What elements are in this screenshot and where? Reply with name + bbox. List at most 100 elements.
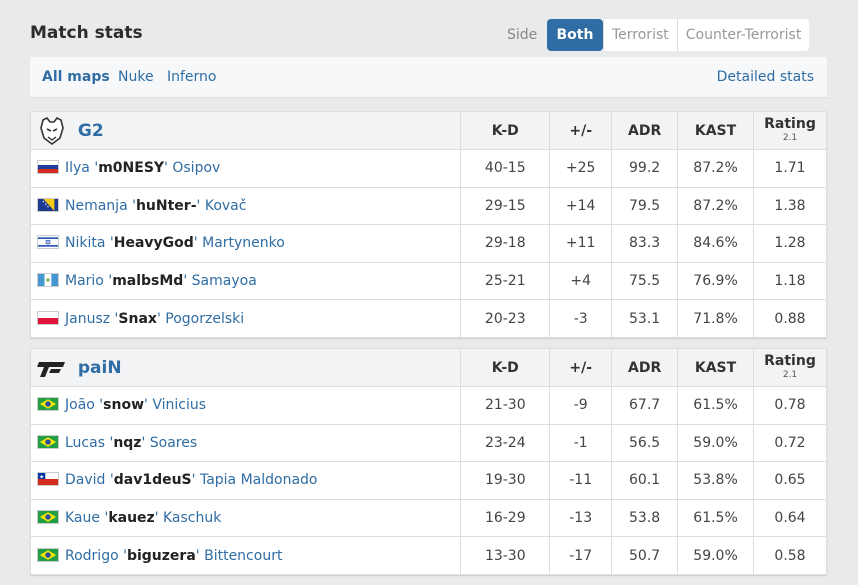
player-first-name: Rodrigo [65, 547, 119, 564]
player-cell[interactable]: Mario 'malbsMd' Samayoa [29, 261, 462, 301]
detailed-stats-link[interactable]: Detailed stats [716, 69, 814, 85]
team-name[interactable]: paiN [77, 357, 122, 378]
player-first-name: Mario [65, 273, 104, 290]
kast-cell: 76.9% [677, 261, 755, 301]
table-row: Nemanja 'huNter-' Kovač 29-15 +14 79.5 87.2%… [29, 186, 827, 226]
player-first-name: Janusz [65, 310, 111, 327]
rating-cell: 0.58 [753, 536, 827, 575]
player-cell[interactable]: Janusz 'Snax' Pogorzelski [29, 299, 462, 338]
player-first-name: Kaue [65, 510, 100, 527]
kast-cell: 59.0% [677, 423, 755, 463]
flag-br-icon [37, 510, 59, 525]
player-cell[interactable]: Ilya 'm0NESY' Osipov [29, 149, 462, 188]
player-nickname: kauez [108, 510, 155, 527]
flag-br-icon [37, 434, 59, 449]
tab-both[interactable]: Both [547, 19, 603, 51]
kd-cell: 29-15 [460, 186, 551, 226]
rating-cell: 1.28 [753, 224, 827, 263]
player-nickname: biguzera [126, 547, 196, 564]
flag-ba-icon [37, 197, 59, 212]
diff-cell: -1 [549, 423, 613, 463]
flag-br-icon [37, 547, 59, 562]
player-first-name: Ilya [65, 160, 90, 177]
kd-cell: 25-21 [460, 261, 551, 301]
adr-cell: 53.1 [611, 299, 679, 338]
rating-cell: 0.78 [753, 386, 827, 425]
table-row: João 'snow' Vinicius 21-30 -9 67.7 61.5% 0.78 [29, 386, 827, 425]
player-last-name: Vinicius [152, 397, 207, 414]
map-inferno[interactable]: Inferno [167, 69, 217, 85]
diff-cell: -13 [549, 498, 613, 538]
player-last-name: Samayoa [191, 273, 257, 290]
table-row: Mario 'malbsMd' Samayoa 25-21 +4 75.5 76.9% 1… [29, 261, 827, 301]
kd-cell: 16-29 [460, 498, 551, 538]
flag-il-icon [37, 235, 59, 250]
diff-cell: +25 [549, 149, 613, 188]
adr-cell: 83.3 [611, 224, 679, 263]
player-last-name: Osipov [172, 160, 221, 177]
team-table-pain: paiN K-D +/- ADR KAST Rating 2.1 João 'sn… [29, 348, 827, 575]
player-cell[interactable]: Nemanja 'huNter-' Kovač [29, 186, 462, 226]
col-kd: K-D [460, 111, 551, 150]
col-rating: Rating 2.1 [753, 111, 827, 150]
rating-cell: 1.38 [753, 186, 827, 226]
rating-cell: 0.65 [753, 461, 827, 500]
table-row: Janusz 'Snax' Pogorzelski 20-23 -3 53.1 71.8… [29, 299, 827, 338]
adr-cell: 79.5 [611, 186, 679, 226]
kast-cell: 71.8% [677, 299, 755, 338]
player-last-name: Bittencourt [204, 547, 283, 564]
kd-cell: 13-30 [460, 536, 551, 575]
kd-cell: 29-18 [460, 224, 551, 263]
player-nickname: malbsMd [112, 273, 184, 290]
rating-cell: 0.64 [753, 498, 827, 538]
adr-cell: 53.8 [611, 498, 679, 538]
flag-ru-icon [37, 160, 59, 175]
player-nickname: nqz [113, 434, 142, 451]
rating-cell: 1.18 [753, 261, 827, 301]
player-last-name: Kaschuk [163, 510, 222, 527]
kast-cell: 61.5% [677, 498, 755, 538]
kd-cell: 20-23 [460, 299, 551, 338]
table-header-row: G2 K-D +/- ADR KAST Rating 2.1 [29, 111, 827, 150]
kd-cell: 23-24 [460, 423, 551, 463]
kast-cell: 53.8% [677, 461, 755, 500]
player-nickname: Snax [118, 310, 157, 327]
adr-cell: 75.5 [611, 261, 679, 301]
player-cell[interactable]: João 'snow' Vinicius [29, 386, 462, 425]
player-nickname: dav1deuS [113, 472, 192, 489]
table-header-row: paiN K-D +/- ADR KAST Rating 2.1 [29, 348, 827, 387]
team-table-g2: G2 K-D +/- ADR KAST Rating 2.1 Ilya 'm0NE… [29, 111, 827, 338]
player-cell[interactable]: David 'dav1deuS' Tapia Maldonado [29, 461, 462, 500]
player-nickname: huNter- [135, 197, 197, 214]
team-name[interactable]: G2 [77, 120, 104, 141]
diff-cell: +4 [549, 261, 613, 301]
map-all[interactable]: All maps [42, 69, 110, 85]
team-header: G2 [29, 111, 462, 150]
col-kast: KAST [677, 348, 755, 387]
player-cell[interactable]: Nikita 'HeavyGod' Martynenko [29, 224, 462, 263]
g2-logo-icon [40, 116, 64, 145]
tab-terrorist[interactable]: Terrorist [603, 19, 677, 51]
col-diff: +/- [549, 111, 613, 150]
page-title: Match stats [30, 23, 143, 43]
table-row: Lucas 'nqz' Soares 23-24 -1 56.5 59.0% 0.72 [29, 423, 827, 463]
player-cell[interactable]: Kaue 'kauez' Kaschuk [29, 498, 462, 538]
player-cell[interactable]: Rodrigo 'biguzera' Bittencourt [29, 536, 462, 575]
player-first-name: João [65, 397, 95, 414]
pain-logo-icon [37, 361, 65, 377]
adr-cell: 67.7 [611, 386, 679, 425]
flag-gt-icon [37, 273, 59, 288]
map-nuke[interactable]: Nuke [118, 69, 154, 85]
adr-cell: 60.1 [611, 461, 679, 500]
diff-cell: +11 [549, 224, 613, 263]
maps-filter-bar: All maps Nuke Inferno Detailed stats [30, 57, 827, 98]
adr-cell: 99.2 [611, 149, 679, 188]
player-last-name: Tapia Maldonado [199, 472, 318, 489]
diff-cell: -3 [549, 299, 613, 338]
team-header: paiN [29, 348, 462, 387]
flag-br-icon [37, 397, 59, 412]
pain-rows: João 'snow' Vinicius 21-30 -9 67.7 61.5% 0.78… [29, 386, 827, 575]
player-cell[interactable]: Lucas 'nqz' Soares [29, 423, 462, 463]
rating-cell: 0.72 [753, 423, 827, 463]
tab-counter-terrorist[interactable]: Counter-Terrorist [676, 19, 810, 51]
